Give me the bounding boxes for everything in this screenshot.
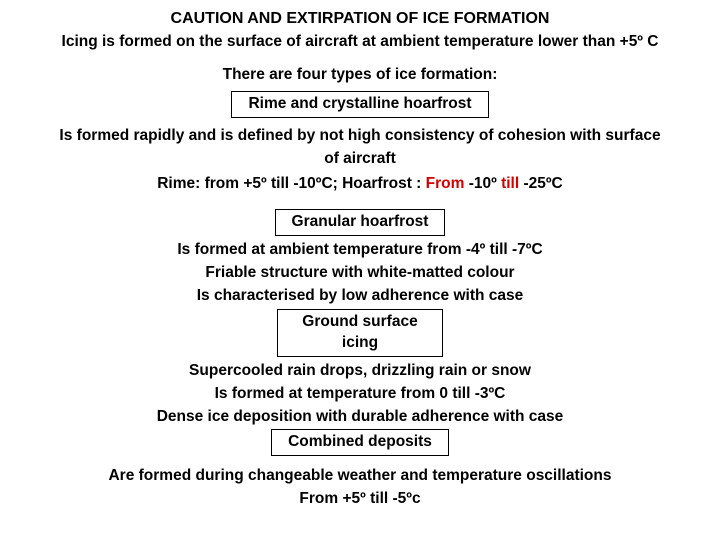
comb-1: Are formed during changeable weather and…: [10, 466, 710, 487]
rime-desc-1: Is formed rapidly and is defined by not …: [10, 126, 710, 147]
rime-temp-line: Rime: from +5º till -10ºС; Hoarfrost : F…: [10, 174, 710, 195]
ground-1: Supercooled rain drops, drizzling rain o…: [10, 361, 710, 382]
rime-temp-a: Rime: from +5º till -10ºС; Hoarfrost :: [157, 175, 425, 192]
types-label: There are four types of ice formation:: [10, 65, 710, 86]
page-title: CAUTION AND EXTIRPATION OF ICE FORMATION: [10, 8, 710, 30]
gran-1: Is formed at ambient temperature from -4…: [10, 240, 710, 261]
box-rime: Rime and crystalline hoarfrost: [231, 91, 488, 118]
rime-temp-e: -25ºС: [519, 175, 563, 192]
gran-3: Is characterised by low adherence with c…: [10, 286, 710, 307]
rime-desc-2: of aircraft: [10, 149, 710, 170]
box-combined: Combined deposits: [271, 429, 449, 456]
box-ground-line1: Ground surface: [302, 312, 417, 333]
comb-2: From +5º till -5ºс: [10, 489, 710, 510]
ground-2: Is formed at temperature from 0 till -3º…: [10, 384, 710, 405]
rime-temp-d: till: [501, 175, 519, 192]
rime-temp-b: From: [426, 175, 465, 192]
rime-temp-c: -10º: [464, 175, 501, 192]
box-ground-line2: icing: [302, 333, 417, 354]
intro-line: Icing is formed on the surface of aircra…: [10, 32, 710, 53]
box-ground: Ground surface icing: [277, 309, 442, 357]
gran-2: Friable structure with white-matted colo…: [10, 263, 710, 284]
ground-3: Dense ice deposition with durable adhere…: [10, 407, 710, 428]
box-granular: Granular hoarfrost: [275, 209, 446, 236]
